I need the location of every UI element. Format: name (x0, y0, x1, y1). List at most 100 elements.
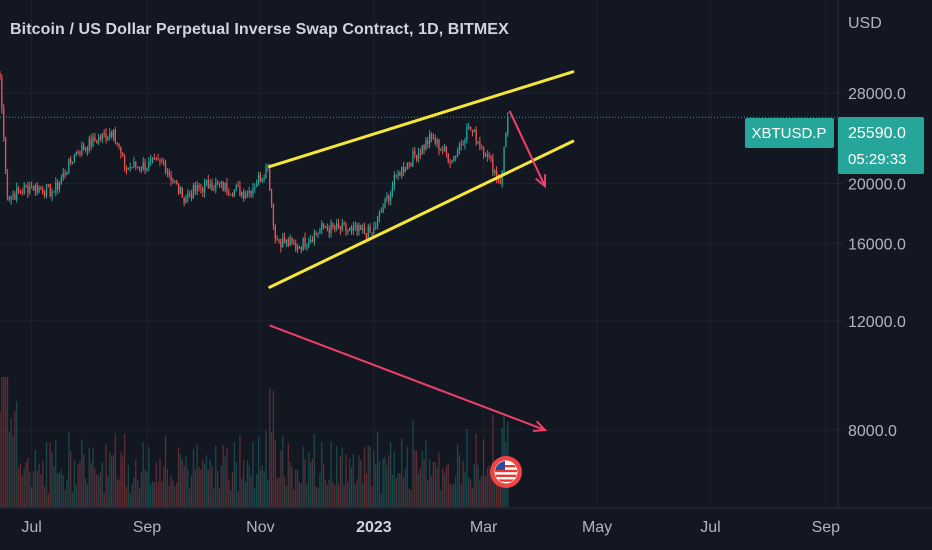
candle-body (492, 157, 494, 174)
candle-body (471, 130, 474, 132)
volume-bar (443, 472, 446, 507)
candle-body (432, 137, 435, 139)
candle-body (302, 237, 304, 250)
candle-body (177, 183, 180, 194)
volume-bar (45, 442, 48, 507)
volume-bar (138, 488, 141, 507)
grid (0, 0, 838, 508)
candle-body (503, 146, 505, 171)
volume-bar (163, 466, 165, 507)
volume-bar (252, 441, 254, 507)
candle-body (442, 150, 444, 152)
volume-bar (105, 444, 107, 507)
candle-body (198, 184, 200, 188)
trend-line[interactable] (268, 70, 575, 169)
volume-bar (481, 475, 483, 507)
candle-body (213, 189, 215, 191)
volume-bar (339, 455, 342, 507)
currency-label: USD (848, 15, 882, 32)
candle-body (157, 158, 159, 161)
candle-body (36, 185, 38, 193)
volume-bar (484, 475, 487, 507)
candle-body (322, 223, 325, 228)
time-tick-label: Nov (246, 519, 274, 536)
volume-bar (88, 447, 90, 507)
volume-bar (259, 470, 262, 507)
price-scale[interactable]: 28000.0 20000.0 16000.0 12000.0 8000.0 (838, 86, 906, 440)
volume-bar (29, 471, 31, 507)
candle-body (507, 117, 509, 134)
time-scale[interactable]: Jul Sep Nov 2023 Mar May Jul Sep (21, 519, 840, 536)
volume-bar (326, 484, 329, 507)
volume-bar (120, 452, 122, 507)
candle-body (55, 182, 57, 192)
us-flag-icon[interactable] (490, 456, 522, 488)
volume-bar (226, 447, 228, 507)
volume-bar (274, 439, 276, 507)
volume-bar (404, 468, 407, 507)
arrow-line[interactable] (269, 324, 546, 431)
candle-body (311, 239, 314, 243)
volume-bar (347, 481, 349, 507)
candle-body (94, 136, 96, 142)
candle-body (317, 233, 319, 235)
candle-body (237, 185, 239, 187)
volume-bar (382, 458, 384, 507)
drawing-tools[interactable] (268, 70, 575, 433)
volume-bar (402, 478, 405, 507)
volume-bar (224, 456, 226, 507)
volume-bar (216, 471, 219, 507)
symbol-label-background (745, 118, 834, 148)
volume-bar (462, 461, 464, 507)
candle-body (216, 182, 219, 184)
candle-body (3, 108, 5, 138)
volume-bar (447, 463, 449, 507)
candle-body (77, 151, 79, 154)
candle-body (40, 187, 42, 189)
candle-body (71, 162, 74, 164)
volume-bar (401, 438, 403, 507)
volume-bar (319, 473, 321, 507)
candle-body (455, 156, 457, 158)
price-tick-label: 28000.0 (848, 86, 906, 103)
candle-body (138, 166, 141, 170)
candle-body (326, 227, 329, 229)
candle-body (256, 183, 258, 188)
candlestick-series[interactable] (0, 71, 509, 254)
trend-line[interactable] (268, 139, 575, 289)
volume-bar (343, 484, 345, 507)
volume-bar (429, 458, 431, 507)
volume-bar (486, 467, 488, 507)
candle-body (109, 132, 111, 138)
candle-body (349, 227, 351, 231)
candle-body (352, 226, 355, 231)
candle-body (481, 146, 483, 148)
volume-bar (14, 410, 16, 507)
volume-bar (114, 433, 116, 507)
arrow-line[interactable] (508, 110, 546, 187)
candle-body (367, 226, 369, 239)
volume-bar (103, 492, 105, 507)
volume-bar (436, 466, 438, 507)
volume-bar (246, 460, 249, 507)
volume-bar (254, 488, 256, 507)
candle-body (356, 225, 358, 231)
candle-body (81, 144, 83, 155)
volume-bar (53, 466, 55, 507)
candle-body (276, 238, 278, 240)
volume-bar (265, 430, 267, 507)
candle-body (462, 143, 464, 145)
candle-body (429, 134, 431, 145)
candle-body (484, 155, 487, 157)
volume-bar (116, 479, 118, 507)
volume-bar (179, 453, 182, 507)
volume-bar (270, 432, 273, 507)
candle-body (43, 193, 46, 196)
volume-bar (58, 473, 61, 507)
candle-body (488, 154, 490, 156)
candle-body (408, 162, 410, 164)
candle-body (203, 182, 206, 193)
volume-bar (222, 444, 224, 507)
